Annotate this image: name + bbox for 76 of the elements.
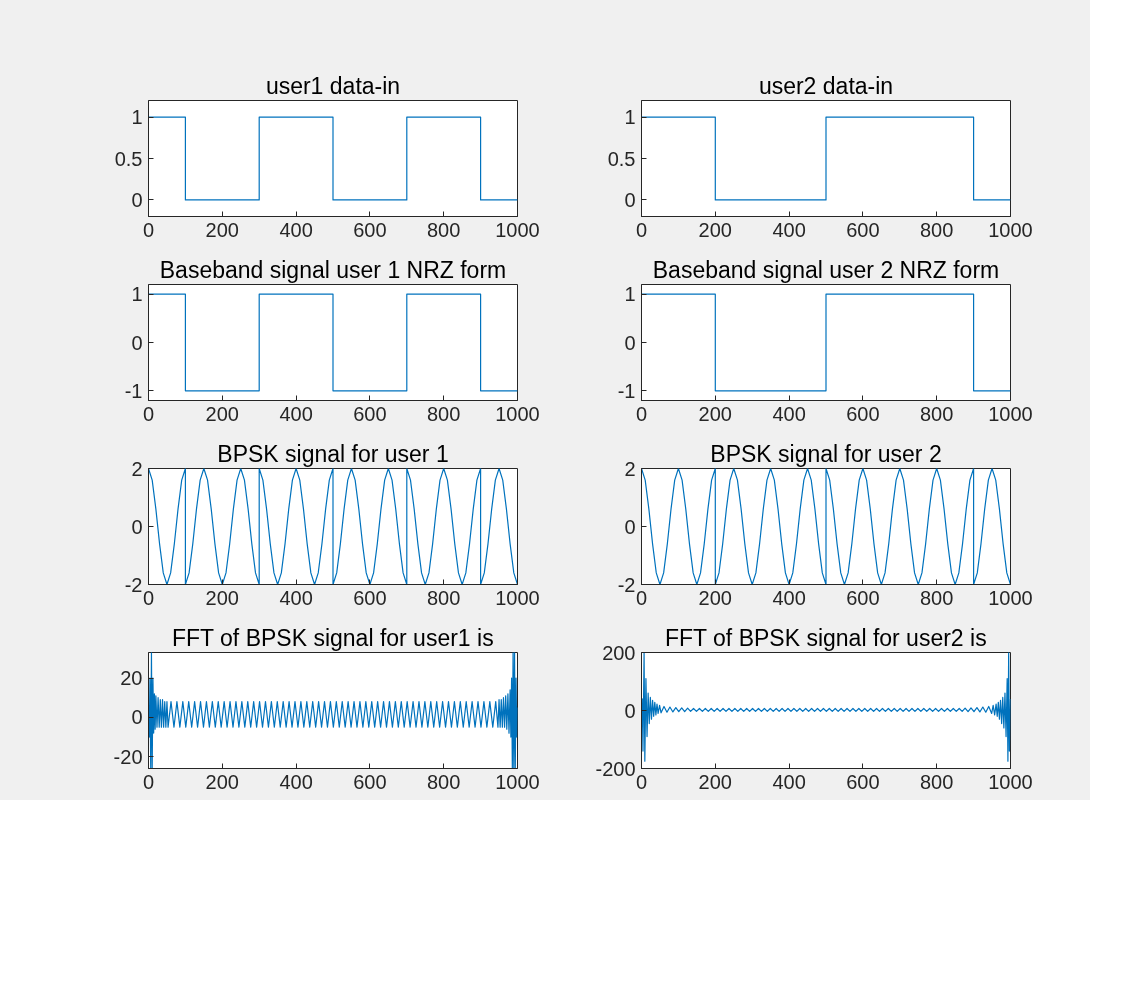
x-tick-label: 1000 — [988, 770, 1033, 793]
y-tick-label: -2 — [617, 573, 636, 596]
y-tick-label: 1 — [131, 283, 143, 306]
line-series — [148, 652, 518, 769]
x-tick-label: 600 — [353, 218, 387, 241]
x-tick-label: 400 — [772, 586, 806, 609]
x-tick-label: 600 — [846, 402, 880, 425]
x-tick-label: 800 — [920, 586, 954, 609]
x-tick-label: 1000 — [988, 586, 1033, 609]
x-tick-label: 200 — [698, 770, 732, 793]
y-tick-label: 0 — [624, 515, 636, 538]
y-tick-label: 0.5 — [607, 147, 636, 170]
x-tick-label: 800 — [920, 402, 954, 425]
x-tick-label: 1000 — [495, 770, 540, 793]
chart-title: Baseband signal user 1 NRZ form — [159, 257, 507, 283]
y-tick-label: 1 — [131, 106, 143, 129]
y-tick-label: 0 — [624, 699, 636, 722]
chart-title: FFT of BPSK signal for user1 is — [171, 625, 494, 651]
x-tick-label: 200 — [205, 402, 239, 425]
x-tick-label: 400 — [772, 402, 806, 425]
line-series — [148, 468, 518, 585]
line-series — [641, 468, 1011, 585]
y-tick-label: 1 — [624, 283, 636, 306]
x-tick-label: 1000 — [495, 586, 540, 609]
x-tick-label: 200 — [698, 402, 732, 425]
y-tick-label: 0 — [131, 331, 143, 354]
y-tick-label: 0 — [624, 188, 636, 211]
chart-title: user2 data-in — [758, 73, 894, 99]
x-tick-label: 400 — [279, 586, 313, 609]
y-tick-label: 20 — [120, 667, 143, 690]
x-tick-label: 200 — [205, 586, 239, 609]
x-tick-label: 200 — [205, 770, 239, 793]
x-tick-label: 200 — [698, 218, 732, 241]
y-tick-label: -200 — [595, 757, 636, 780]
y-tick-label: -1 — [124, 379, 143, 402]
chart-title: BPSK signal for user 1 — [217, 441, 449, 467]
y-tick-label: 0 — [624, 331, 636, 354]
y-tick-label: 2 — [624, 457, 636, 480]
x-tick-label: 800 — [427, 586, 461, 609]
x-tick-label: 600 — [846, 586, 880, 609]
x-tick-label: 400 — [279, 218, 313, 241]
y-tick-label: -2 — [124, 573, 143, 596]
x-tick-label: 600 — [353, 586, 387, 609]
x-tick-label: 200 — [205, 218, 239, 241]
x-tick-label: 800 — [427, 218, 461, 241]
y-tick-label: 0 — [131, 188, 143, 211]
y-tick-label: 200 — [602, 641, 636, 664]
x-tick-label: 400 — [772, 770, 806, 793]
chart-title: BPSK signal for user 2 — [710, 441, 942, 467]
y-tick-label: -20 — [113, 745, 143, 768]
x-tick-label: 800 — [427, 402, 461, 425]
x-tick-label: 400 — [279, 402, 313, 425]
x-tick-label: 1000 — [988, 218, 1033, 241]
y-tick-label: 0 — [131, 706, 143, 729]
y-tick-label: 0 — [131, 515, 143, 538]
y-tick-label: -1 — [617, 379, 636, 402]
chart-title: FFT of BPSK signal for user2 is — [664, 625, 987, 651]
x-tick-label: 1000 — [988, 402, 1033, 425]
y-tick-label: 0.5 — [114, 147, 143, 170]
x-tick-label: 1000 — [495, 218, 540, 241]
x-tick-label: 400 — [772, 218, 806, 241]
chart-title: user1 data-in — [265, 73, 401, 99]
line-series — [641, 652, 1011, 762]
x-tick-label: 600 — [846, 218, 880, 241]
x-tick-label: 400 — [279, 770, 313, 793]
x-tick-label: 800 — [427, 770, 461, 793]
y-tick-label: 1 — [624, 106, 636, 129]
x-tick-label: 800 — [920, 770, 954, 793]
x-tick-label: 600 — [353, 402, 387, 425]
x-tick-label: 800 — [920, 218, 954, 241]
x-tick-label: 200 — [698, 586, 732, 609]
x-tick-label: 600 — [846, 770, 880, 793]
y-tick-label: 2 — [131, 457, 143, 480]
chart-title: Baseband signal user 2 NRZ form — [652, 257, 1000, 283]
x-tick-label: 600 — [353, 770, 387, 793]
x-tick-label: 1000 — [495, 402, 540, 425]
